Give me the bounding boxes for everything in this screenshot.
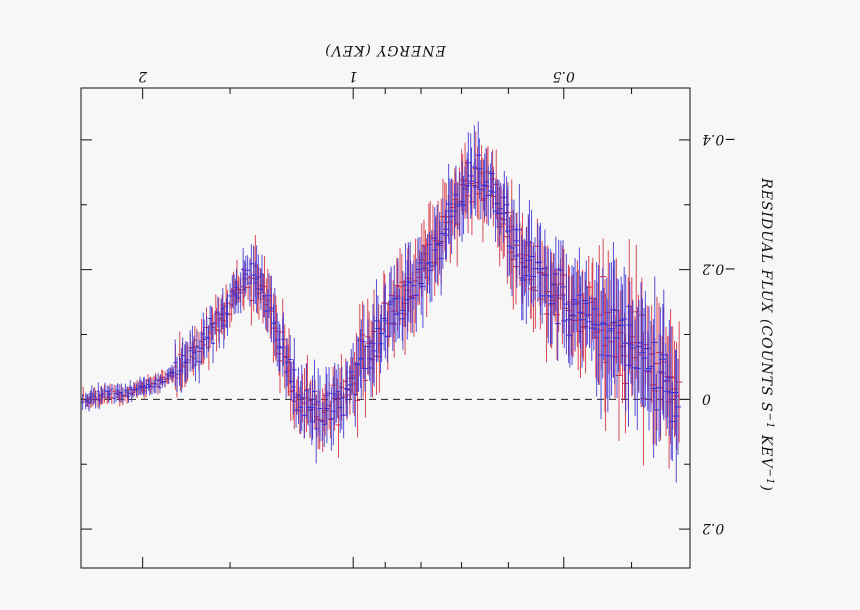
- tick-labels: 0.5 1 2 −0.4 −0.2 0 0.2: [138, 68, 736, 536]
- y-axis-title-mid: KEV: [758, 429, 774, 469]
- y-tick-label: 0.2: [702, 520, 724, 536]
- y-tick-label: 0: [702, 390, 711, 406]
- x-tick-label: 2: [138, 68, 148, 84]
- x-tick-label: 0.5: [553, 68, 575, 84]
- y-axis-title-sup2: −1: [765, 469, 776, 486]
- x-axis-title: ENERGY (KEV): [324, 42, 447, 58]
- x-tick-label: 1: [349, 68, 358, 84]
- y-axis-title-end: ): [758, 484, 774, 491]
- y-axis-title-sup1: −1: [765, 413, 776, 430]
- y-axis-title-main: RESIDUAL FLUX (COUNTS S: [758, 177, 774, 412]
- y-tick-label: −0.4: [702, 131, 736, 147]
- axis-ticks: [81, 88, 690, 568]
- series-blue-residuals: [81, 121, 682, 483]
- y-axis-title: RESIDUAL FLUX (COUNTS S−1 KEV−1): [758, 177, 776, 492]
- y-tick-label: −0.2: [702, 261, 736, 277]
